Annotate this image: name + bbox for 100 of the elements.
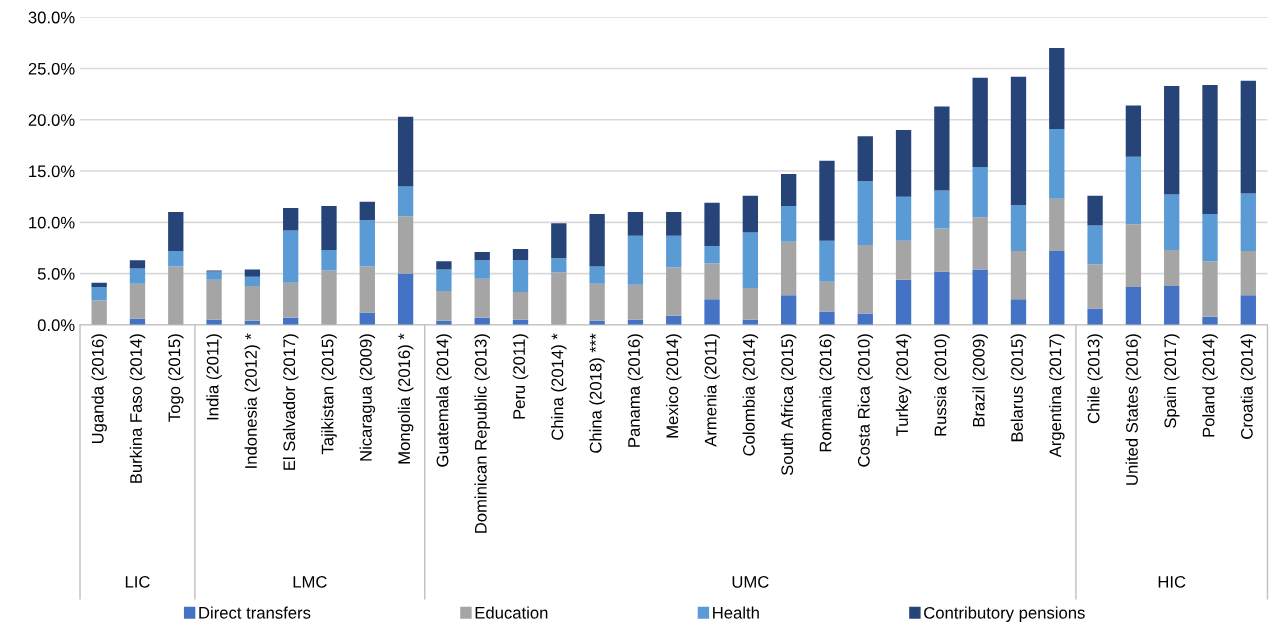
bar [1087,225,1103,265]
bar [1202,214,1218,262]
bar [934,271,950,325]
x-tick-label: India (2011) [206,334,222,420]
bar [857,181,873,245]
bar [895,196,912,241]
bar [283,282,299,318]
bar [666,212,682,236]
bar [436,291,452,321]
bar [1240,193,1256,252]
bar [1164,194,1180,250]
x-tick-label: Croatia (2014) [1240,334,1257,439]
bar [551,258,567,273]
x-tick-label: Guatemala (2014) [436,334,452,467]
bar [321,270,337,325]
bar [129,268,146,284]
bar [895,279,912,325]
bar [397,216,414,274]
bar [972,77,988,167]
bar [704,263,720,300]
bar [857,136,873,182]
bar [934,228,950,272]
bar [666,235,682,268]
x-tick-label: Belarus (2015) [1010,334,1027,442]
bar [704,299,720,325]
bar [1164,85,1180,195]
bar [1125,105,1142,157]
y-tick-label: 5.0% [37,267,75,280]
bar [321,250,337,271]
text: HIC [1158,575,1186,588]
bar [1125,286,1142,325]
bar [1010,204,1027,252]
bar [780,174,797,206]
bar [1049,198,1065,252]
bar [206,279,222,320]
bar [895,240,912,280]
bar [627,284,644,320]
legend-label: Direct transfers [199,606,311,619]
bar [704,202,720,246]
bar [819,160,835,241]
bar [895,130,912,197]
bar [551,272,567,325]
bar [589,266,605,284]
bar [934,190,950,229]
bar [1087,264,1103,309]
bar [1049,47,1065,129]
bar [359,201,375,221]
x-tick-label: Panama (2016) [627,334,644,447]
bar [1202,84,1218,215]
bar [474,252,490,261]
bar [168,251,184,267]
bar [1164,285,1180,325]
x-tick-label: El Salvador (2017) [282,334,299,470]
x-tick-label: Colombia (2014) [742,334,759,456]
bar [168,266,184,325]
bar [321,205,337,250]
bar [283,207,299,231]
bar [1087,308,1103,325]
bar [359,266,375,313]
y-tick-label: 15.0% [29,165,75,178]
bar [1202,261,1218,317]
bar [512,292,529,320]
bar [397,186,414,217]
bar [512,260,529,293]
bar [91,300,107,325]
bar [1125,224,1142,287]
x-tick-label: Argentina (2017) [1049,334,1065,458]
bar [1164,250,1180,286]
x-tick-label: Peru (2011) [512,334,529,419]
bar [1087,195,1103,226]
bar [589,214,605,267]
x-tick-label: Nicaragua (2009) [359,334,376,461]
x-tick-label: China (2018) *** [589,333,605,453]
x-tick-label: Poland (2014) [1202,334,1218,437]
bar [436,269,452,292]
x-tick-label: Armenia (2011) [704,334,720,447]
bar [742,232,759,288]
bar [244,269,261,277]
bar [129,283,146,319]
bar [742,287,759,320]
bar [283,230,299,283]
bar [474,278,490,318]
y-tick-label: 10.0% [29,216,75,229]
bar [1240,295,1256,325]
bar [129,260,146,269]
y-tick-label: 0.0% [37,319,75,332]
bar [244,285,261,321]
bar [551,223,567,259]
bar [1010,251,1027,300]
text: LMC [293,575,327,588]
y-tick-label: 25.0% [28,62,75,75]
bar [780,241,797,296]
bar [742,195,759,233]
x-tick-label: Mongolia (2016) * [397,333,414,464]
y-tick-label: 20.0% [28,114,75,126]
bar [1125,156,1142,225]
bar [512,248,529,261]
x-tick-label: United States (2016) [1125,334,1142,485]
bar [397,116,414,187]
bar [206,271,222,280]
